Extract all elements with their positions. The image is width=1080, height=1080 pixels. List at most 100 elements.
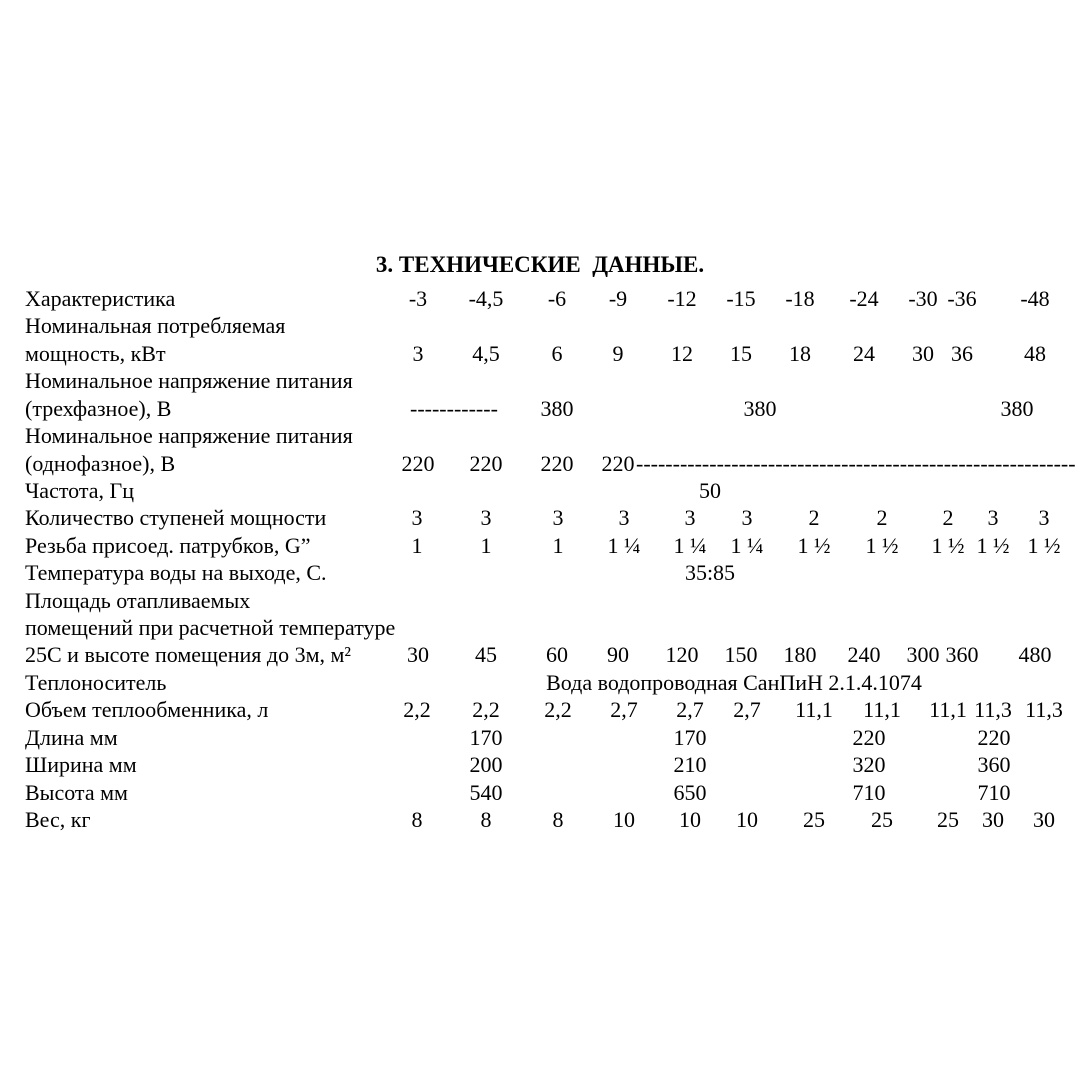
table-row: Характеристика -3 -4,5 -6 -9 -12 -15 -18 -24 -30-… [0,285,1080,313]
row-label: Характеристика [25,286,176,311]
table-cell: 650 [673,780,707,805]
table-cell: 8 [480,807,492,832]
table-cell: 170 [469,725,503,750]
table-cell: 1 [480,533,492,558]
table-cell: 11,3 [1025,697,1063,722]
table-cell: 3 [480,505,492,530]
table-cell: 2,2 [472,697,500,722]
table-cell: 36 [951,341,973,366]
row-label: Номинальная потребляемая [25,313,286,338]
table-cell: 11,3 [974,697,1012,722]
table-cell: 480 [1018,642,1052,667]
table-row: Высота мм 540 650 710 710 [0,779,1080,807]
table-row: Номинальная потребляемая [0,312,1080,340]
table-cell: 1 ½ [976,533,1010,558]
table-cell: 220 [540,451,574,476]
table-cell: 1 [552,533,564,558]
table-cell: 50 [699,478,721,503]
table-cell: 300 [906,642,940,667]
row-label: Длина мм [25,725,118,750]
row-label: Площадь отапливаемых [25,588,251,613]
table-cell: 360 [945,642,979,667]
row-label: Номинальное напряжение питания [25,368,353,393]
table-cell: 3 [1038,505,1050,530]
row-label: помещений при расчетной температуре [25,615,396,640]
table-cell: 200 [469,752,503,777]
table-cell: 380 [743,396,777,421]
table-cell: 3 [987,505,999,530]
table-row: Количество ступеней мощности 3 3 3 3 3 3 2 2 2 3 3 [0,504,1080,532]
row-label: Ширина мм [25,752,137,777]
table-cell: 6 [551,341,563,366]
table-cell: 15 [730,341,752,366]
table-row: Теплоноситель Вода водопроводная СанПиН 2… [0,669,1080,697]
table-cell: 90 [607,642,629,667]
table-cell: 11,1 [929,697,967,722]
table-cell: 220 [401,451,435,476]
table-cell: 1 ½ [1027,533,1061,558]
table-cell: 2,7 [733,697,761,722]
table-cell: -48 [1020,286,1050,311]
table-cell: 2,2 [403,697,431,722]
table-cell: 240 [847,642,881,667]
table-row: помещений при расчетной температуре [0,614,1080,642]
table-cell: 9 [612,341,624,366]
table-cell: 25 [871,807,893,832]
table-cell: 35:85 [684,560,736,585]
table-row: (однофазное), В 220 220 220 220 -------------… [0,450,1080,478]
table-cell: 60 [546,642,568,667]
table-row: Резьба присоед. патрубков, G” 1 1 1 1 ¼ 1 ¼ 1 … [0,532,1080,560]
row-label: Частота, Гц [25,478,135,503]
table-cell: 11,1 [863,697,901,722]
row-label: 25С и высоте помещения до 3м, м² [25,642,352,667]
table-cell: 710 [852,780,886,805]
table-cell: 45 [475,642,497,667]
table-cell: 540 [469,780,503,805]
table-cell: -4,5 [468,286,504,311]
table-row: Ширина мм 200 210 320 360 [0,751,1080,779]
table-cell: 10 [679,807,701,832]
row-label: Вес, кг [25,807,91,832]
table-cell: 3 [684,505,696,530]
table-row: Длина мм 170 170 220 220 [0,724,1080,752]
table-cell: -3 [408,286,428,311]
table-cell: 30 [407,642,429,667]
row-label: Высота мм [25,780,128,805]
table-cell: 220 [469,451,503,476]
table-cell: 220 [977,725,1011,750]
table-cell: 30 [1033,807,1055,832]
table-row: 25С и высоте помещения до 3м, м² 30 45 60 90… [0,641,1080,669]
table-cell: -12 [667,286,697,311]
table-cell: 3 [618,505,630,530]
table-cell: 1 ½ [931,533,965,558]
table-cell: 24 [853,341,875,366]
table-row: Площадь отапливаемых [0,587,1080,615]
table-cell: 48 [1024,341,1046,366]
table-cell: -30 [908,286,938,311]
table-cell: ------------ [410,396,498,421]
row-label: (трехфазное), В [25,396,172,421]
row-label: Количество ступеней мощности [25,505,327,530]
table-cell: 4,5 [472,341,500,366]
table-cell: -18 [785,286,815,311]
table-row: Частота, Гц 50 [0,477,1080,505]
table-cell: 180 [783,642,817,667]
table-cell: 380 [540,396,574,421]
table-cell: 170 [673,725,707,750]
table-cell: -9 [608,286,628,311]
row-label: Номинальное напряжение питания [25,423,353,448]
table-cell: 3 [412,341,424,366]
table-row: Номинальное напряжение питания [0,367,1080,395]
table-cell: 3 [552,505,564,530]
table-cell: 380 [1000,396,1034,421]
table-cell: 1 ½ [865,533,899,558]
table-cell: 11,1 [795,697,833,722]
table-cell: 1 [411,533,423,558]
table-cell: 1 ½ [797,533,831,558]
table-cell: 2 [808,505,820,530]
table-row: Температура воды на выходе, С. 35:85 [0,559,1080,587]
table-row: Объем теплообменника, л 2,2 2,2 2,2 2,7 2,7 2,… [0,696,1080,724]
table-cell: 3 [741,505,753,530]
table-cell: 360 [977,752,1011,777]
